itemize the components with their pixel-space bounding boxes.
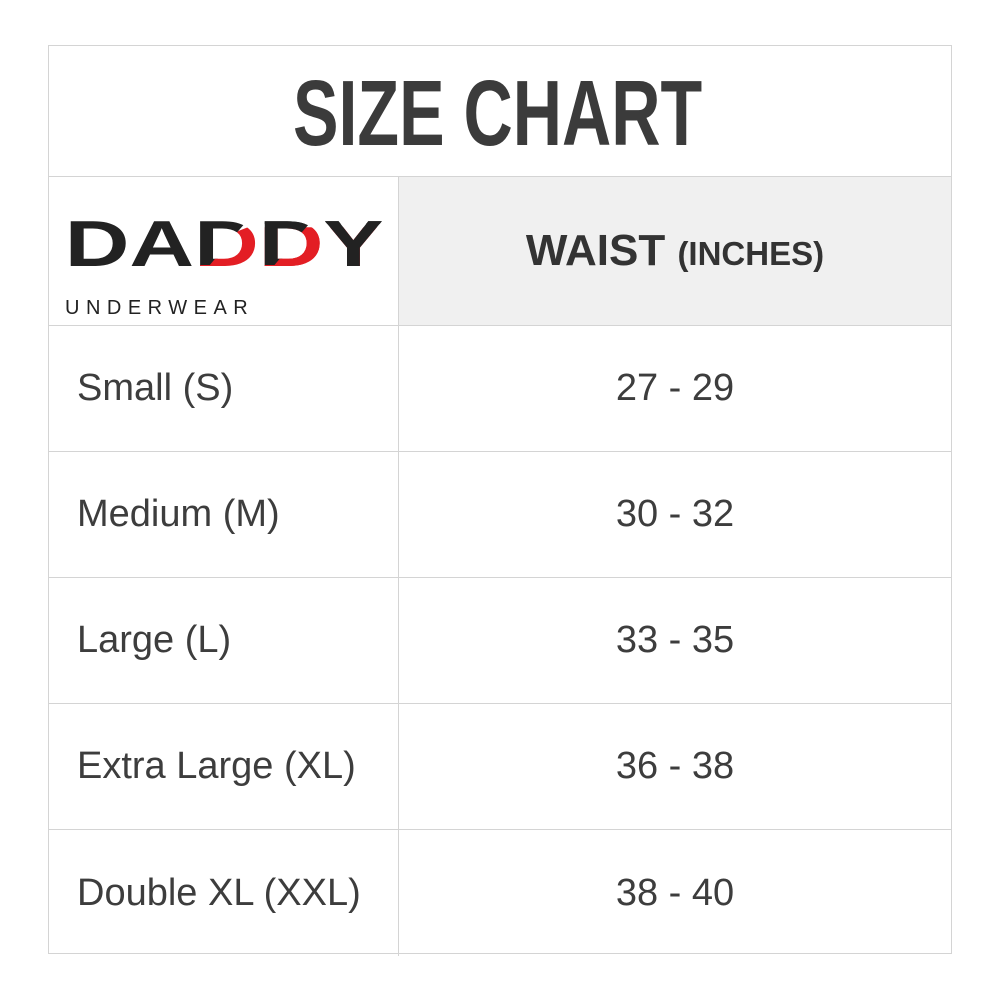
svg-text:UNDERWEAR: UNDERWEAR [65, 297, 254, 319]
svg-text:Y: Y [323, 207, 383, 280]
svg-text:DA: DA [65, 207, 194, 280]
